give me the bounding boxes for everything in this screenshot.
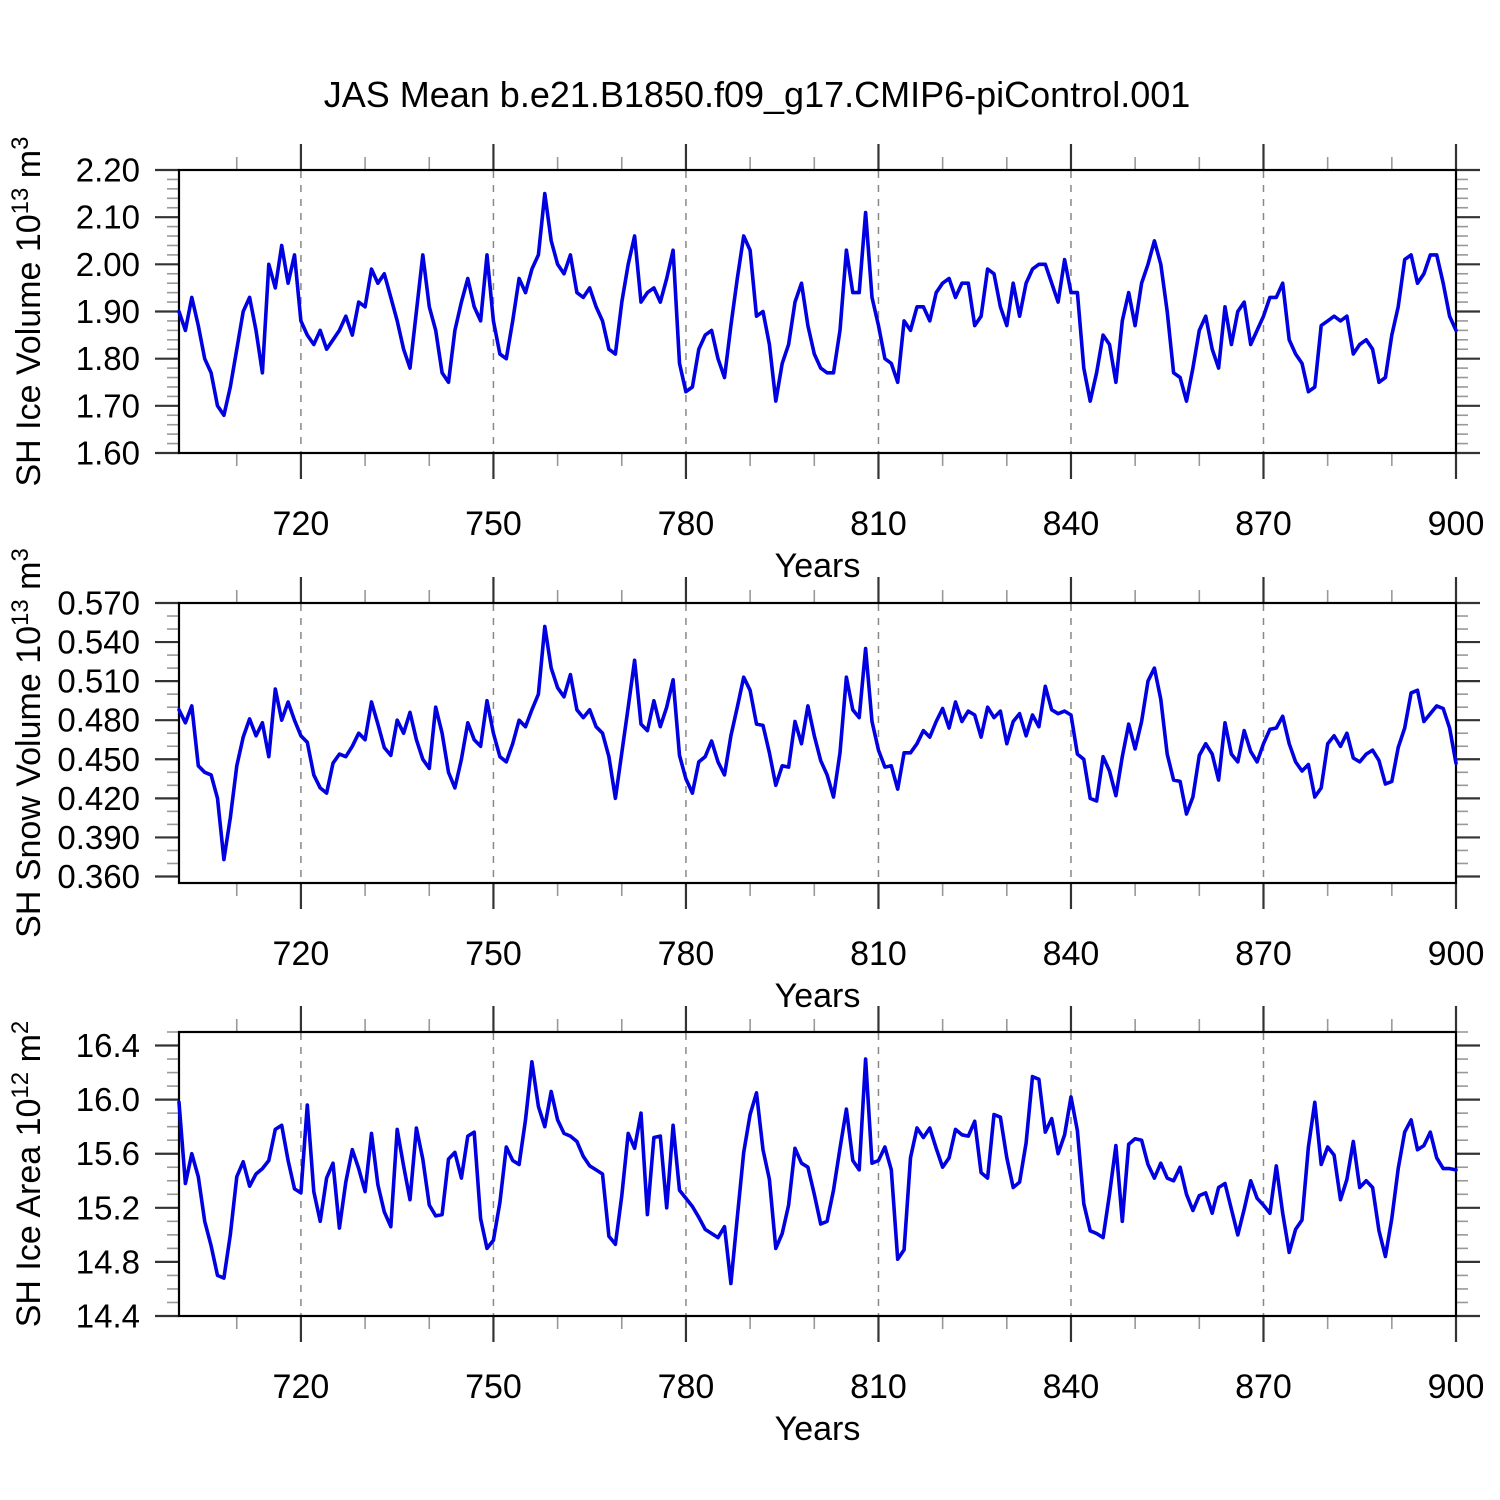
y-tick-label: 0.420: [57, 780, 140, 817]
x-tick-label: 780: [658, 505, 715, 543]
x-tick-label: 750: [465, 505, 522, 543]
sh-snow-volume-chart: 0.5700.5400.5100.4800.4500.4200.3900.360…: [7, 548, 1484, 1015]
sh-ice-volume-chart: 2.20 2.10 2.00 1.90 1.80 1.70 1.60 720 750 780 810…: [7, 137, 1484, 586]
x-ticks: [235, 144, 1458, 479]
x-ticks: [235, 577, 1458, 909]
x-tick-label: 840: [1043, 1368, 1100, 1406]
x-tick-label: 750: [465, 935, 522, 973]
y-axis-title: SH Ice Area 1012 m2: [7, 1021, 48, 1328]
y-tick-label: 0.360: [57, 858, 140, 895]
x-tick-label: 870: [1235, 1368, 1292, 1406]
x-tick-labels: 720 750 780 810 840 870 900: [273, 935, 1485, 973]
y-tick-labels: 16.4 16.0 15.6 15.2 14.8 14.4: [76, 1027, 140, 1334]
y-tick-label: 1.80: [76, 340, 140, 377]
y-tick-label: 16.0: [76, 1081, 140, 1118]
x-ticks: [235, 1006, 1458, 1342]
x-tick-label: 900: [1428, 1368, 1485, 1406]
x-tick-label: 750: [465, 1368, 522, 1406]
y-tick-labels: 2.20 2.10 2.00 1.90 1.80 1.70 1.60: [76, 152, 140, 472]
x-tick-label: 720: [273, 505, 330, 543]
y-tick-label: 0.480: [57, 702, 140, 739]
x-tick-label: 720: [273, 935, 330, 973]
y-tick-label: 1.90: [76, 293, 140, 330]
y-axis-title: SH Ice Volume 1013 m3: [7, 137, 48, 487]
y-tick-label: 16.4: [76, 1027, 140, 1064]
figure-title: JAS Mean b.e21.B1850.f09_g17.CMIP6-piCon…: [324, 74, 1191, 115]
x-tick-label: 900: [1428, 505, 1485, 543]
y-tick-label: 14.8: [76, 1243, 140, 1280]
x-axis-title: Years: [775, 1410, 861, 1448]
x-tick-label: 870: [1235, 935, 1292, 973]
y-ticks: [155, 1031, 1480, 1318]
sh-ice-area-chart: 16.4 16.0 15.6 15.2 14.8 14.4 720 750 780 810 840 8…: [7, 1006, 1484, 1448]
y-tick-label: 0.510: [57, 663, 140, 700]
y-tick-label: 1.60: [76, 435, 140, 472]
y-tick-label: 15.2: [76, 1189, 140, 1226]
x-tick-label: 720: [273, 1368, 330, 1406]
y-ticks: [155, 168, 1480, 455]
y-ticks: [155, 601, 1480, 878]
x-tick-label: 840: [1043, 935, 1100, 973]
x-tick-label: 780: [658, 1368, 715, 1406]
y-tick-label: 1.70: [76, 387, 140, 424]
y-tick-label: 0.540: [57, 624, 140, 661]
x-tick-label: 810: [850, 1368, 907, 1406]
plot-frame: [177, 601, 1458, 885]
sh-ice-volume-line: [177, 191, 1458, 418]
x-tick-label: 870: [1235, 505, 1292, 543]
plot-frame: [177, 1030, 1458, 1318]
y-tick-label: 0.450: [57, 741, 140, 778]
sh-snow-volume-line: [177, 624, 1458, 862]
y-tick-label: 0.390: [57, 819, 140, 856]
y-tick-label: 2.00: [76, 246, 140, 283]
x-tick-label: 840: [1043, 505, 1100, 543]
y-tick-label: 2.20: [76, 152, 140, 189]
y-tick-label: 14.4: [76, 1298, 140, 1335]
y-axis-title: SH Snow Volume 1013 m3: [7, 548, 48, 938]
x-tick-label: 780: [658, 935, 715, 973]
x-tick-label: 810: [850, 935, 907, 973]
x-tick-labels: 720 750 780 810 840 870 900: [273, 1368, 1485, 1406]
x-axis-title: Years: [775, 977, 861, 1015]
y-tick-label: 15.6: [76, 1135, 140, 1172]
y-tick-label: 2.10: [76, 199, 140, 236]
x-axis-title: Years: [775, 547, 861, 585]
x-gridlines: [300, 604, 1265, 882]
x-gridlines: [300, 171, 1265, 452]
x-tick-label: 900: [1428, 935, 1485, 973]
sh-ice-area-line: [177, 1057, 1458, 1286]
x-tick-labels: 720 750 780 810 840 870 900: [273, 505, 1485, 543]
x-tick-label: 810: [850, 505, 907, 543]
y-tick-label: 0.570: [57, 585, 140, 622]
